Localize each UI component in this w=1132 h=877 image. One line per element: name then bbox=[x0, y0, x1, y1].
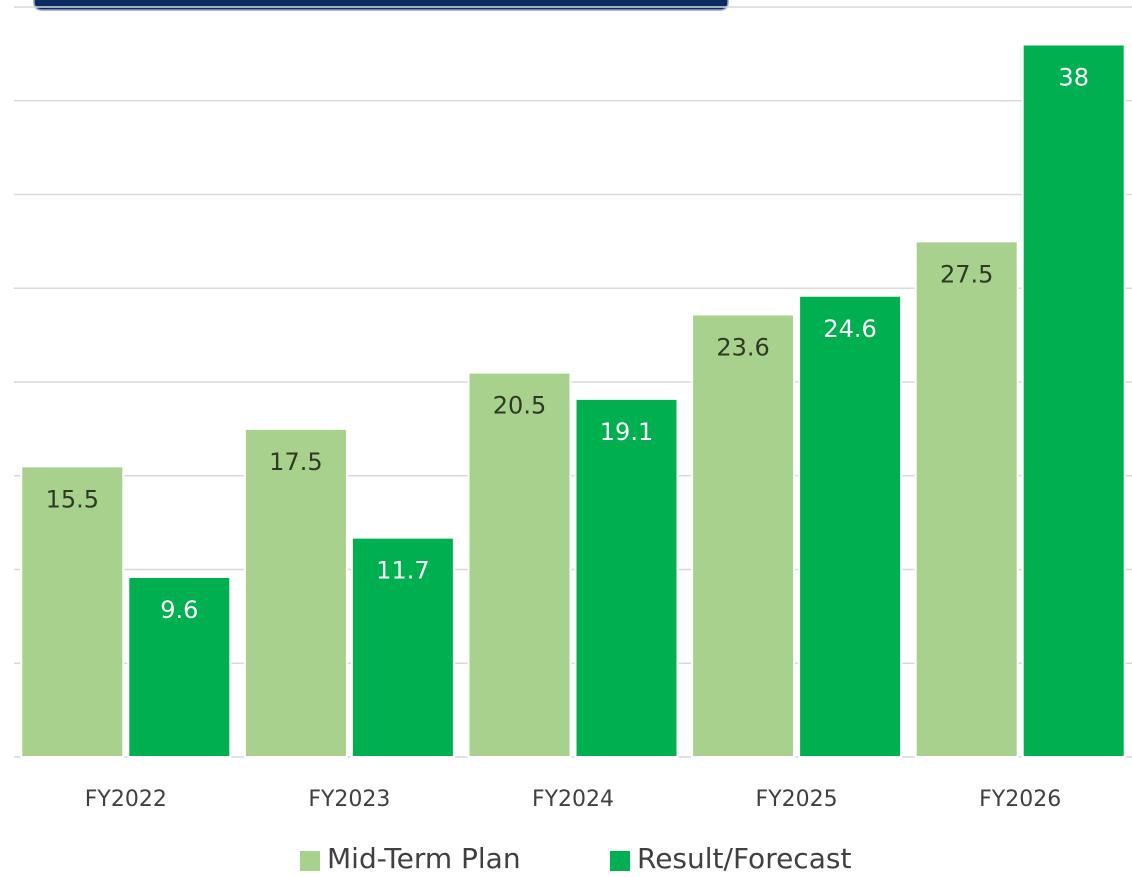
bar bbox=[20, 465, 125, 758]
header-banner bbox=[34, 0, 728, 10]
header-banner-border bbox=[33, 0, 729, 11]
bar bbox=[798, 294, 903, 758]
data-label: 24.6 bbox=[823, 315, 876, 343]
data-label: 15.5 bbox=[46, 485, 99, 513]
x-tick-label: FY2023 bbox=[308, 787, 390, 812]
data-label: 11.7 bbox=[376, 557, 429, 585]
data-label: 9.6 bbox=[160, 596, 198, 624]
bar bbox=[467, 371, 572, 758]
legend-swatch bbox=[300, 851, 320, 871]
data-label: 17.5 bbox=[269, 448, 322, 476]
data-label: 19.1 bbox=[600, 418, 653, 446]
legend-swatch bbox=[610, 851, 630, 871]
x-tick-label: FY2024 bbox=[532, 787, 614, 812]
bar bbox=[1021, 43, 1126, 758]
data-label: 23.6 bbox=[716, 334, 769, 362]
bar bbox=[574, 397, 679, 758]
bar bbox=[914, 240, 1019, 758]
data-label: 27.5 bbox=[940, 260, 993, 288]
data-label: 20.5 bbox=[493, 392, 546, 420]
bar bbox=[243, 427, 348, 758]
bar bbox=[691, 313, 796, 758]
legend-label: Mid-Term Plan bbox=[327, 842, 521, 875]
data-label: 38 bbox=[1058, 64, 1089, 92]
bar bbox=[127, 576, 232, 758]
x-tick-label: FY2022 bbox=[85, 787, 167, 812]
legend-label: Result/Forecast bbox=[637, 842, 851, 875]
x-tick-label: FY2026 bbox=[979, 787, 1061, 812]
x-tick-label: FY2025 bbox=[756, 787, 838, 812]
bar bbox=[350, 536, 455, 758]
